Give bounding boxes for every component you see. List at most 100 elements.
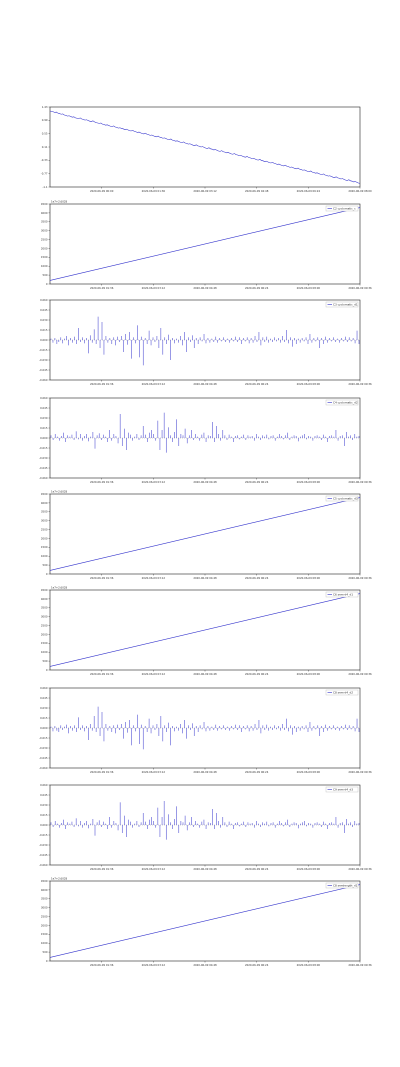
x-tick-label: 2020-06-09 01:36 (90, 672, 114, 676)
x-tick-label: 2020-06-09 09:36 (348, 286, 372, 290)
y-tick-label: 2000 (41, 923, 48, 927)
legend-label: C6 sem-d4_d1 (333, 593, 353, 597)
x-tick-label: 2020-06-09 00:00 (90, 189, 114, 193)
x-tick-label: 2020-06-09 06:24 (245, 672, 269, 676)
x-tick-label: 2020-06-09 03:12 (142, 672, 166, 676)
y-tick-label: 1.43 (42, 105, 48, 109)
x-tick-label: 2020-06-09 01:36 (142, 189, 166, 193)
y-tick-label: 3500 (41, 510, 48, 514)
y-tick-label: 3000 (41, 229, 48, 233)
y-tick-label: 0.030 (40, 416, 48, 420)
x-tick-label: 2020-06-09 04:48 (193, 963, 217, 967)
y-tick-label: -0.045 (39, 466, 48, 470)
x-tick-label: 2020-06-09 08:00 (297, 963, 321, 967)
y-tick-label: -0.060 (39, 863, 48, 867)
y-tick-label: 0.060 (40, 686, 48, 690)
y-tick-label: 0.55 (42, 132, 48, 136)
y-tick-label: 0.015 (40, 426, 48, 430)
chart-panel-3: -0.060 -0.045 -0.030 -0.015 0.000 0.015 0.030 0… (39, 298, 372, 386)
legend-box (325, 882, 359, 889)
y-tick-label: 0.060 (40, 298, 48, 302)
legend-label: C5 cyclomatic_d3 (333, 497, 358, 501)
x-tick-label: 2020-06-09 03:12 (142, 867, 166, 871)
x-tick-label: 2020-06-09 03:12 (142, 286, 166, 290)
x-tick-label: 2020-06-09 09:36 (348, 770, 372, 774)
chart-panel-1: -1.1 -0.77 -0.33 0.11 0.55 0.99 1.43 2020-06-09… (41, 105, 372, 193)
legend-label: C8 semlength_d1 (333, 884, 358, 888)
legend-label: C3 cyclomatic_d1 (333, 303, 358, 307)
x-tick-label: 2020-06-09 09:36 (348, 382, 372, 386)
legend-box (325, 689, 359, 696)
x-tick-label: 2020-06-09 04:48 (245, 189, 269, 193)
x-tick-label: 2020-06-09 08:00 (297, 382, 321, 386)
y-tick-label: 4500 (41, 202, 48, 206)
y-tick-label: 0.060 (40, 396, 48, 400)
y-offset-label: 1e7+2.6028 (51, 200, 67, 204)
y-tick-label: 0.045 (40, 696, 48, 700)
y-tick-label: 500 (43, 950, 48, 954)
x-tick-label: 2020-06-09 03:12 (142, 382, 166, 386)
x-tick-label: 2020-06-09 09:36 (348, 480, 372, 484)
y-tick-label: 0 (46, 572, 48, 576)
y-tick-label: -0.030 (39, 358, 48, 362)
legend-label: C2 cyclomatic_c (333, 207, 356, 211)
chart-panel-2: 0 500 1000 1500 2000 2500 3000 3500 4000 4500 2020… (41, 200, 372, 291)
legend-label: C9 sem-d4_d3 (333, 788, 353, 792)
y-tick-label: 3000 (41, 615, 48, 619)
y-tick-label: 4000 (41, 888, 48, 892)
x-tick-label: 2020-06-09 04:48 (193, 770, 217, 774)
x-tick-label: 2020-06-09 01:36 (90, 480, 114, 484)
legend-label: C4 cyclomatic_d2 (333, 401, 358, 405)
y-tick-label: 0.99 (42, 118, 48, 122)
y-tick-label: 0.000 (40, 436, 48, 440)
y-tick-label: -0.015 (39, 446, 48, 450)
x-tick-label: 2020-06-09 04:48 (193, 576, 217, 580)
y-tick-label: -0.045 (39, 756, 48, 760)
y-tick-label: 0.030 (40, 803, 48, 807)
y-tick-label: 3500 (41, 897, 48, 901)
x-tick-label: 2020-06-09 03:12 (142, 770, 166, 774)
y-tick-label: 0.015 (40, 716, 48, 720)
x-tick-label: 2020-06-09 04:48 (193, 286, 217, 290)
y-tick-label: 0 (46, 668, 48, 672)
y-tick-label: 1000 (41, 941, 48, 945)
y-tick-label: -0.045 (39, 853, 48, 857)
y-tick-label: 2000 (41, 246, 48, 250)
legend-label: C8 sem-d4_d2 (333, 691, 353, 695)
x-tick-label: 2020-06-09 03:12 (142, 576, 166, 580)
y-tick-label: 0.045 (40, 793, 48, 797)
x-tick-label: 2020-06-09 04:48 (193, 480, 217, 484)
y-offset-label: 1e7+2.6028 (51, 877, 67, 881)
series-line (49, 207, 361, 281)
y-tick-label: -0.060 (39, 476, 48, 480)
series-line (49, 497, 361, 571)
chart-panel-4: -0.060 -0.045 -0.030 -0.015 0.000 0.015 0.030 0… (39, 396, 372, 484)
x-tick-label: 2020-06-09 01:36 (90, 867, 114, 871)
plot-frame (49, 106, 361, 188)
y-tick-label: 1500 (41, 932, 48, 936)
x-tick-label: 2020-06-09 01:36 (90, 770, 114, 774)
x-tick-label: 2020-06-09 06:24 (297, 189, 321, 193)
x-tick-label: 2020-06-09 06:24 (245, 963, 269, 967)
y-tick-label: 0.015 (40, 328, 48, 332)
y-tick-label: -0.030 (39, 746, 48, 750)
y-tick-label: 0.030 (40, 706, 48, 710)
y-tick-label: 4000 (41, 597, 48, 601)
y-tick-label: -0.015 (39, 348, 48, 352)
x-tick-label: 2020-06-09 06:24 (245, 382, 269, 386)
y-tick-label: 0.045 (40, 308, 48, 312)
y-tick-label: 4000 (41, 211, 48, 215)
y-tick-label: 0.000 (40, 726, 48, 730)
x-tick-label: 2020-06-09 06:24 (245, 770, 269, 774)
chart-panel-7: -0.060 -0.045 -0.030 -0.015 0.000 0.015 0.030 0… (39, 686, 372, 774)
x-tick-label: 2020-06-09 03:12 (142, 963, 166, 967)
x-tick-label: 2020-06-09 01:36 (90, 963, 114, 967)
y-tick-label: 2000 (41, 536, 48, 540)
x-tick-label: 2020-06-09 04:48 (193, 382, 217, 386)
x-tick-label: 2020-06-09 08:00 (297, 576, 321, 580)
x-tick-label: 2020-06-09 08:00 (297, 480, 321, 484)
y-tick-label: 0 (46, 282, 48, 286)
y-tick-label: -0.015 (39, 736, 48, 740)
y-tick-label: -1.1 (42, 185, 47, 189)
